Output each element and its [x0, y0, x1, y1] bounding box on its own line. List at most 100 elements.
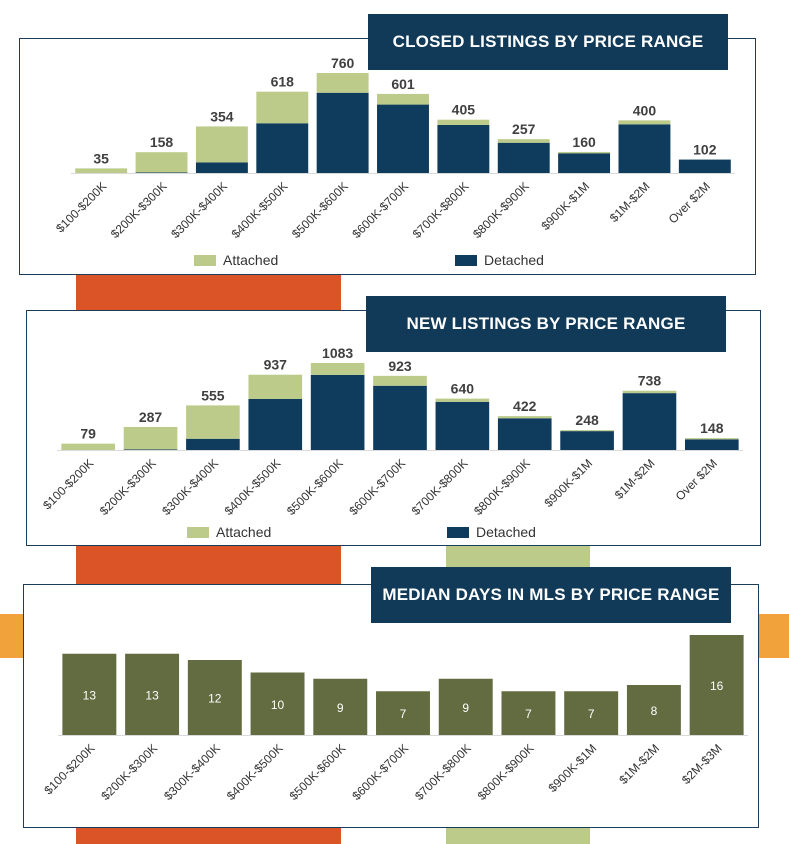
data-label: 400	[633, 102, 657, 118]
x-tick-label: $400K-$500K	[229, 179, 291, 241]
data-label: 354	[210, 108, 234, 124]
legend-detached-label: Detached	[484, 252, 544, 268]
bar-median-days	[626, 685, 681, 735]
bar-attached	[560, 430, 614, 432]
closed-listings-chart: 35 $100-$200K 158 $200K-$300K 354 $300K-$400K…	[53, 55, 735, 241]
legend-attached-label: Attached	[223, 252, 279, 268]
bar-detached	[497, 142, 550, 173]
new-legend-attached: Attached	[187, 524, 271, 540]
data-label: 16	[710, 679, 724, 693]
bar-attached	[622, 390, 677, 394]
bar-median-days	[125, 653, 180, 735]
closed-listings-title: CLOSED LISTINGS BY PRICE RANGE	[368, 14, 728, 70]
x-tick-label: $500K-$600K	[287, 741, 349, 803]
bar-median-days	[501, 691, 556, 735]
bar-detached	[685, 439, 739, 450]
x-tick-label: $600K-$700K	[346, 456, 408, 518]
median-days-title: MEDIAN DAYS IN MLS BY PRICE RANGE	[371, 567, 731, 623]
data-label: 13	[83, 688, 97, 702]
bar-attached	[75, 168, 128, 173]
closed-listings-panel: 35 $100-$200K 158 $200K-$300K 354 $300K-$400K…	[19, 38, 756, 275]
bar-attached	[186, 405, 240, 439]
data-label: 7	[525, 707, 532, 721]
median-days-panel: 13 $100-$200K 13 $200K-$300K 12 $300K-$400K 10…	[23, 584, 759, 828]
bar-attached	[558, 151, 611, 154]
bar-detached	[256, 123, 309, 173]
bar-median-days	[438, 678, 493, 735]
x-tick-label: $100-$200K	[53, 179, 109, 235]
bar-attached	[497, 416, 552, 419]
bar-detached	[560, 431, 614, 450]
bar-detached	[678, 159, 731, 173]
x-tick-label: $200K-$300K	[97, 456, 159, 518]
bar-attached	[256, 91, 309, 124]
x-tick-label: $300K-$400K	[168, 179, 230, 241]
bar-attached	[497, 139, 550, 143]
bar-detached	[497, 418, 552, 450]
bar-detached	[310, 374, 365, 450]
data-label: 10	[271, 698, 285, 712]
attached-swatch	[187, 526, 209, 538]
bar-detached	[622, 393, 677, 450]
x-tick-label: Over $2M	[666, 179, 713, 226]
data-label: 555	[201, 387, 225, 403]
bar-median-days	[564, 691, 619, 735]
data-label: 79	[80, 426, 96, 442]
data-label: 102	[693, 142, 717, 158]
bar-detached	[195, 162, 248, 173]
data-label: 760	[331, 55, 355, 71]
x-tick-label: $800K-$900K	[470, 179, 532, 241]
x-tick-label: $300K-$400K	[161, 741, 223, 803]
bar-detached	[123, 449, 178, 450]
bar-detached	[618, 124, 671, 173]
bar-detached	[316, 92, 369, 173]
x-tick-label: $600K-$700K	[349, 741, 411, 803]
x-tick-label: $200K-$300K	[98, 741, 160, 803]
bar-detached	[377, 104, 429, 173]
bar-detached	[135, 172, 188, 173]
x-tick-label: $400K-$500K	[224, 741, 286, 803]
bar-attached	[310, 363, 365, 375]
data-label: 640	[451, 381, 475, 397]
bar-median-days	[250, 672, 305, 735]
bar-attached	[135, 152, 188, 173]
data-label: 148	[700, 420, 724, 436]
bar-median-days	[313, 678, 368, 735]
x-tick-label: $900K-$1M	[546, 741, 600, 795]
bar-attached	[123, 426, 178, 450]
x-tick-label: $700K-$800K	[409, 456, 471, 518]
bar-median-days	[62, 653, 117, 735]
bar-attached	[377, 93, 429, 105]
x-tick-label: $500K-$600K	[289, 179, 351, 241]
bar-detached	[435, 401, 490, 450]
x-tick-label: $2M-$3M	[679, 741, 725, 787]
bar-detached	[373, 385, 427, 450]
bar-attached	[618, 120, 671, 125]
bar-attached	[437, 119, 490, 125]
data-label: 158	[150, 134, 174, 150]
bar-detached	[437, 124, 490, 173]
bar-median-days	[689, 635, 744, 735]
new-legend-detached: Detached	[447, 524, 536, 540]
x-tick-label: $100-$200K	[41, 741, 97, 797]
data-label: 937	[264, 357, 288, 373]
x-tick-label: $900K-$1M	[541, 456, 595, 510]
bar-detached	[248, 398, 303, 450]
new-listings-title: NEW LISTINGS BY PRICE RANGE	[366, 296, 726, 352]
x-tick-label: $100-$200K	[40, 456, 96, 512]
bar-attached	[685, 438, 739, 440]
attached-swatch	[194, 254, 216, 266]
data-label: 35	[93, 150, 109, 166]
closed-legend-detached: Detached	[455, 252, 544, 268]
x-tick-label: $700K-$800K	[410, 179, 472, 241]
data-label: 248	[575, 412, 599, 428]
data-label: 13	[145, 688, 159, 702]
x-tick-label: $900K-$1M	[538, 179, 592, 233]
data-label: 601	[391, 76, 415, 92]
deco-green-strip-2	[446, 824, 590, 844]
bar-attached	[248, 374, 303, 399]
bar-attached	[195, 126, 248, 163]
x-tick-label: $800K-$900K	[471, 456, 533, 518]
data-label: 405	[452, 102, 476, 118]
x-tick-label: $400K-$500K	[222, 456, 284, 518]
